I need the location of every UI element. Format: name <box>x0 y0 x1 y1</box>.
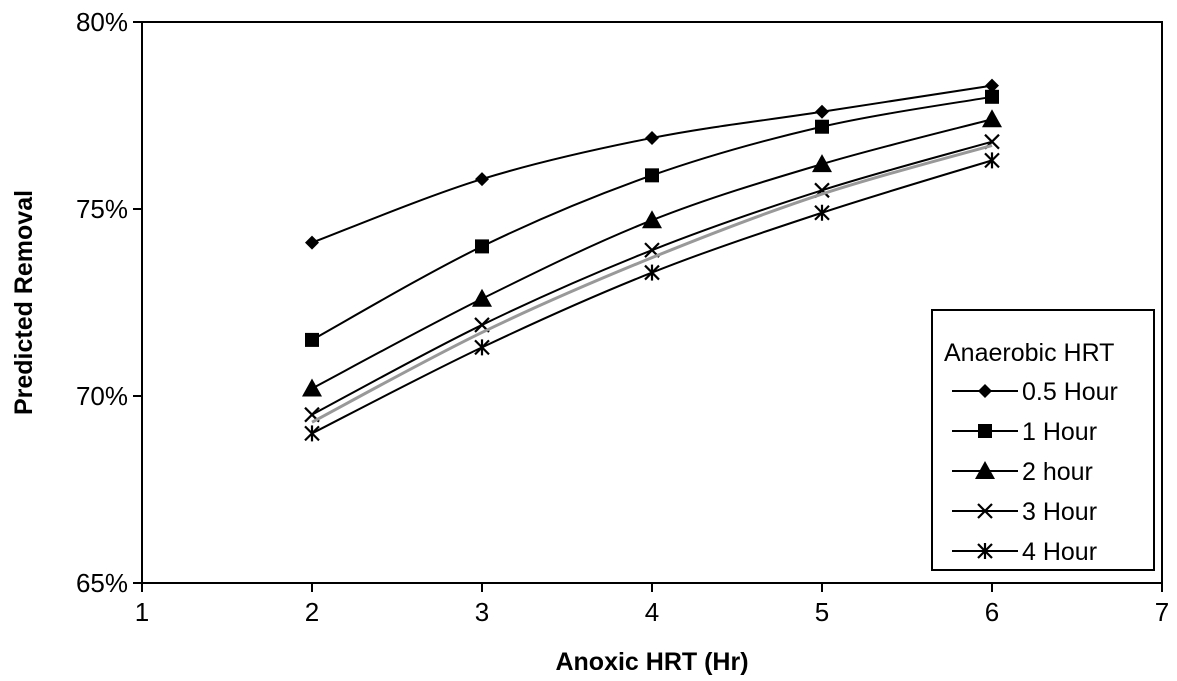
data-point <box>814 204 830 221</box>
x-tick-label: 1 <box>135 597 149 627</box>
series-line <box>311 143 993 424</box>
series-line <box>311 159 993 435</box>
legend-item: 2 hour <box>952 458 1093 486</box>
data-point <box>475 239 489 254</box>
data-point <box>642 210 662 229</box>
data-point <box>644 264 660 281</box>
y-axis-title: Predicted Removal <box>10 190 38 415</box>
data-point <box>985 78 999 93</box>
data-point <box>304 425 320 442</box>
data-point <box>982 109 1002 128</box>
legend-item: 4 Hour <box>952 538 1097 566</box>
legend-label: 1 Hour <box>1022 418 1097 446</box>
series-0-5-hour <box>305 78 999 250</box>
legend-marker <box>977 503 993 519</box>
x-tick-label: 7 <box>1155 597 1169 627</box>
data-point <box>305 235 319 250</box>
legend-item: 3 Hour <box>952 498 1097 526</box>
legend-marker <box>978 384 992 398</box>
x-tick-label: 3 <box>475 597 489 627</box>
x-axis: 1 2 3 4 5 6 7 <box>135 583 1169 627</box>
data-point <box>812 154 832 173</box>
legend-label: 3 Hour <box>1022 498 1097 526</box>
data-point <box>645 130 659 145</box>
x-axis-title: Anoxic HRT (Hr) <box>555 648 748 676</box>
data-point <box>645 168 659 183</box>
series-line <box>311 118 993 390</box>
series-unlabeled-4 <box>311 143 993 424</box>
data-point <box>984 152 1000 169</box>
y-tick-label: 75% <box>76 194 128 224</box>
data-point <box>985 89 999 104</box>
x-tick-label: 4 <box>645 597 659 627</box>
x-tick-label: 5 <box>815 597 829 627</box>
data-point <box>475 172 489 187</box>
series-layer <box>302 78 1002 442</box>
series-3-hour <box>304 133 1000 423</box>
legend-item: 1 Hour <box>952 418 1097 446</box>
y-tick-label: 65% <box>76 568 128 598</box>
legend-box <box>931 309 1155 571</box>
x-tick-label: 2 <box>305 597 319 627</box>
series-4-hour <box>304 152 1000 442</box>
legend-marker <box>975 461 995 479</box>
data-point <box>815 104 829 119</box>
data-point <box>472 288 492 307</box>
legend: Anaerobic HRT 0.5 Hour 1 Hour 2 hour 3 Hour… <box>931 309 1155 571</box>
legend-label: 2 hour <box>1022 458 1093 486</box>
data-point <box>302 378 322 397</box>
series-2-hour <box>302 109 1002 397</box>
legend-item: 0.5 Hour <box>952 378 1118 406</box>
data-point <box>305 332 319 347</box>
legend-title: Anaerobic HRT <box>944 339 1114 367</box>
legend-items: 0.5 Hour 1 Hour 2 hour 3 Hour 4 Hour <box>952 378 1118 566</box>
legend-label: 4 Hour <box>1022 538 1097 566</box>
x-tick-label: 6 <box>985 597 999 627</box>
series-1-hour <box>305 89 999 347</box>
legend-marker <box>978 424 992 438</box>
legend-marker <box>977 543 993 559</box>
legend-label: 0.5 Hour <box>1022 378 1118 406</box>
y-axis: 65% 70% 75% 80% <box>76 7 142 598</box>
data-point <box>474 339 490 356</box>
data-point <box>815 119 829 134</box>
y-tick-label: 80% <box>76 7 128 37</box>
y-tick-label: 70% <box>76 381 128 411</box>
